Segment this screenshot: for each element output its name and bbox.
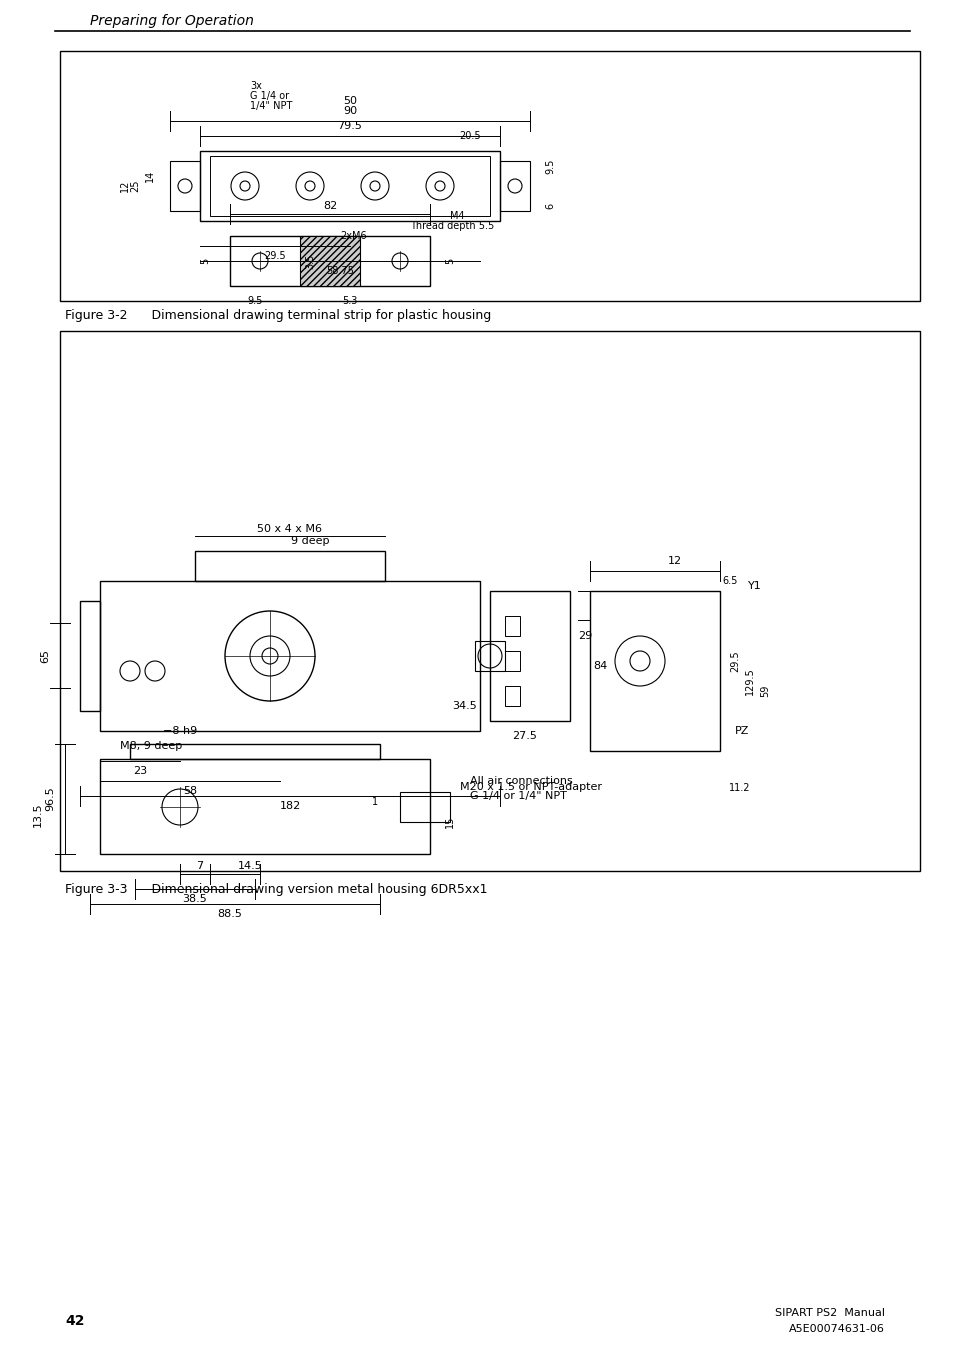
Text: 38.5: 38.5 <box>182 894 207 904</box>
Bar <box>210 155 490 216</box>
Text: Figure 3-3      Dimensional drawing version metal housing 6DR5xx1: Figure 3-3 Dimensional drawing version m… <box>65 882 487 896</box>
Bar <box>399 792 450 821</box>
Text: 5.3: 5.3 <box>342 296 357 305</box>
Text: PZ: PZ <box>734 725 749 736</box>
Text: 6: 6 <box>544 203 555 209</box>
Text: 90: 90 <box>342 105 356 116</box>
Text: M20 x 1.5 or NPT-adapter: M20 x 1.5 or NPT-adapter <box>459 782 601 792</box>
Bar <box>490 590 569 721</box>
Text: 3.5: 3.5 <box>305 254 314 269</box>
Bar <box>499 161 530 211</box>
Bar <box>60 331 919 871</box>
Text: 3x: 3x <box>250 81 262 91</box>
Bar <box>194 551 385 581</box>
Bar <box>200 151 499 222</box>
Text: A5E00074631-06: A5E00074631-06 <box>788 1324 884 1333</box>
Text: 6.5: 6.5 <box>721 576 737 586</box>
Text: 5: 5 <box>444 258 455 265</box>
Text: 50 x 4 x M6: 50 x 4 x M6 <box>257 524 322 534</box>
Text: G 1/4 or 1/4" NPT: G 1/4 or 1/4" NPT <box>470 790 566 801</box>
Text: 15: 15 <box>444 816 455 828</box>
Text: 65: 65 <box>40 648 50 663</box>
Bar <box>80 601 100 711</box>
Bar <box>504 651 519 671</box>
Text: 29: 29 <box>578 631 592 640</box>
Bar <box>230 236 430 286</box>
Bar <box>475 640 504 671</box>
Text: 79.5: 79.5 <box>337 122 362 131</box>
Text: 59: 59 <box>760 685 769 697</box>
Text: 9.5: 9.5 <box>544 158 555 174</box>
Text: 50: 50 <box>343 96 356 105</box>
Text: 1: 1 <box>372 797 377 807</box>
Bar <box>504 686 519 707</box>
Text: 96.5: 96.5 <box>45 786 55 812</box>
Text: 27.5: 27.5 <box>512 731 537 740</box>
Text: 14.5: 14.5 <box>237 861 262 871</box>
Bar <box>60 51 919 301</box>
Text: 5: 5 <box>200 258 210 265</box>
Text: Y1: Y1 <box>747 581 761 590</box>
Text: SIPART PS2  Manual: SIPART PS2 Manual <box>774 1308 884 1319</box>
Text: 88.5: 88.5 <box>217 909 242 919</box>
Text: 182: 182 <box>279 801 300 811</box>
Text: 29.5: 29.5 <box>264 251 286 261</box>
Text: 14: 14 <box>145 170 154 182</box>
Text: Figure 3-2      Dimensional drawing terminal strip for plastic housing: Figure 3-2 Dimensional drawing terminal … <box>65 309 491 323</box>
Text: 9 deep: 9 deep <box>291 536 329 546</box>
Text: 42: 42 <box>65 1315 85 1328</box>
Text: 2xM6: 2xM6 <box>339 231 366 240</box>
Bar <box>299 236 359 286</box>
Text: 58.75: 58.75 <box>326 266 354 276</box>
Text: 129.5: 129.5 <box>744 667 754 694</box>
Text: Thread depth 5.5: Thread depth 5.5 <box>410 222 494 231</box>
Text: 58: 58 <box>183 786 197 796</box>
Text: 20.5: 20.5 <box>458 131 480 141</box>
Text: All air connections: All air connections <box>470 775 572 786</box>
Text: 23: 23 <box>132 766 147 775</box>
Bar <box>100 759 430 854</box>
Text: 9.5: 9.5 <box>247 296 262 305</box>
Text: 12: 12 <box>120 180 130 192</box>
Bar <box>589 590 720 751</box>
Text: G 1/4 or: G 1/4 or <box>250 91 289 101</box>
Text: 29.5: 29.5 <box>729 650 740 671</box>
Text: 1/4" NPT: 1/4" NPT <box>250 101 292 111</box>
Text: −8 h9: −8 h9 <box>163 725 197 736</box>
Text: 7: 7 <box>196 861 203 871</box>
Text: M8, 9 deep: M8, 9 deep <box>120 740 182 751</box>
Text: Preparing for Operation: Preparing for Operation <box>90 14 253 28</box>
Text: 82: 82 <box>322 201 336 211</box>
Bar <box>170 161 200 211</box>
Bar <box>130 744 379 759</box>
Text: 11.2: 11.2 <box>728 784 750 793</box>
Text: 84: 84 <box>592 661 606 671</box>
Text: 13.5: 13.5 <box>33 802 43 827</box>
Bar <box>100 581 479 731</box>
Text: M4: M4 <box>450 211 464 222</box>
Bar <box>504 616 519 636</box>
Text: 34.5: 34.5 <box>452 701 476 711</box>
Text: 25: 25 <box>130 180 140 192</box>
Text: 12: 12 <box>667 557 681 566</box>
